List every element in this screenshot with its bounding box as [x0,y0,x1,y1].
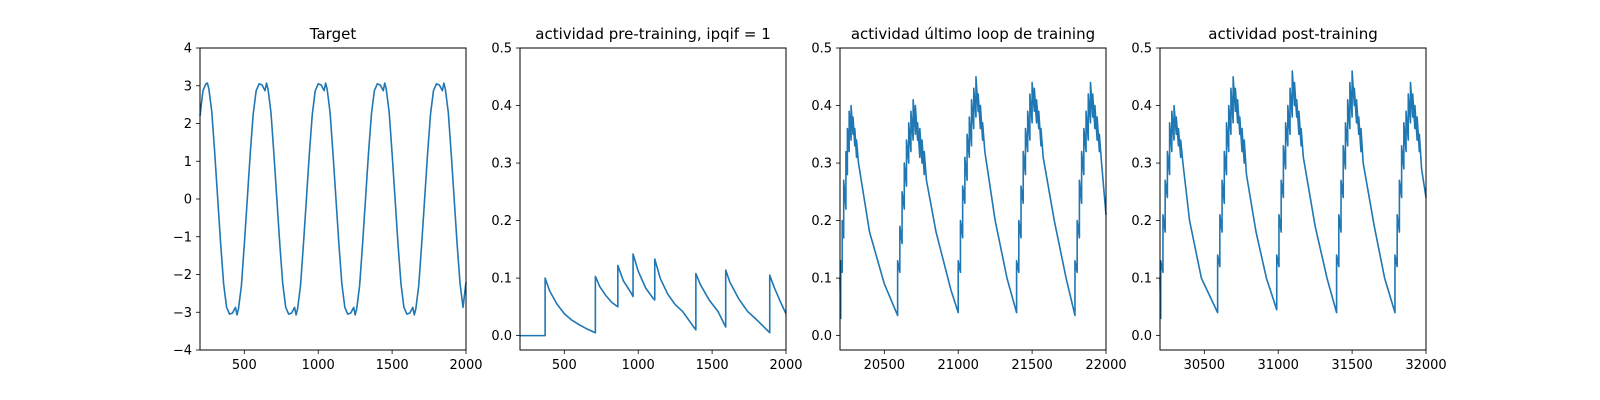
x-tick-label: 31000 [1258,358,1299,373]
y-tick-label: 3 [184,79,192,94]
y-tick-label: 0.5 [491,42,512,57]
axes-frame [519,47,787,351]
axes-frame [199,47,467,351]
x-tick-label: 20500 [864,358,905,373]
y-tick-label: 0.3 [491,157,512,172]
x-tick-label: 30500 [1184,358,1225,373]
chart-panel-1: 500 1000 1500 2000 −4 −3 −2 −1 0 1 2 3 4 Target [173,25,483,373]
x-tick-label: 22000 [1085,358,1126,373]
y-tick-label: 0.3 [1131,157,1152,172]
x-tick-label: 31500 [1331,358,1372,373]
x-tick-label: 1000 [302,358,335,373]
y-tick-label: 0.2 [491,214,512,229]
y-tick-label: −1 [173,230,192,245]
y-tick-label: −2 [173,268,192,283]
x-tick-label: 500 [232,358,257,373]
chart-title: actividad pre-training, ipqif = 1 [535,25,771,43]
axes-frame [839,47,1107,351]
x-tick-label: 1500 [376,358,409,373]
y-tick-label: 0.0 [811,329,832,344]
y-tick-label: 0.1 [491,272,512,287]
y-tick-label: 0.2 [811,214,832,229]
y-tick-label: −4 [173,344,192,359]
x-tick-label: 2000 [769,358,802,373]
y-tick-label: 0.0 [1131,329,1152,344]
chart-panel-4: 30500 31000 31500 32000 0.0 0.1 0.2 0.3 0.4 0.5 ac… [1131,25,1446,373]
y-tick-label: 0.5 [811,42,832,57]
y-tick-label: 0.1 [1131,272,1152,287]
x-tick-label: 1000 [622,358,655,373]
y-tick-label: 0.1 [811,272,832,287]
chart-title: actividad último loop de training [851,25,1095,43]
series-line [839,75,1107,320]
y-tick-label: 2 [184,117,192,132]
x-tick-label: 21000 [938,358,979,373]
x-tick-label: 21500 [1011,358,1052,373]
series-line [199,82,467,316]
y-tick-label: 4 [184,42,192,57]
y-tick-label: 1 [184,155,192,170]
chart-panel-2: 500 1000 1500 2000 0.0 0.1 0.2 0.3 0.4 0.5 activid… [491,25,802,373]
y-tick-label: 0.4 [1131,99,1152,114]
axes-frame [1159,47,1427,351]
y-tick-label: 0 [184,193,192,208]
x-tick-label: 2000 [449,358,482,373]
y-tick-label: 0.5 [1131,42,1152,57]
y-tick-label: 0.4 [491,99,512,114]
y-tick-label: 0.2 [1131,214,1152,229]
y-tick-label: 0.4 [811,99,832,114]
x-tick-label: 500 [552,358,577,373]
chart-panel-3: 20500 21000 21500 22000 0.0 0.1 0.2 0.3 0.4 0.5 ac… [811,25,1126,373]
series-line [520,253,787,337]
y-tick-label: 0.0 [491,329,512,344]
x-tick-label: 32000 [1405,358,1446,373]
x-tick-label: 1500 [696,358,729,373]
series-line [1159,70,1427,320]
chart-title: actividad post-training [1208,25,1377,43]
y-tick-label: 0.3 [811,157,832,172]
y-tick-label: −3 [173,306,192,321]
chart-title: Target [309,25,357,43]
